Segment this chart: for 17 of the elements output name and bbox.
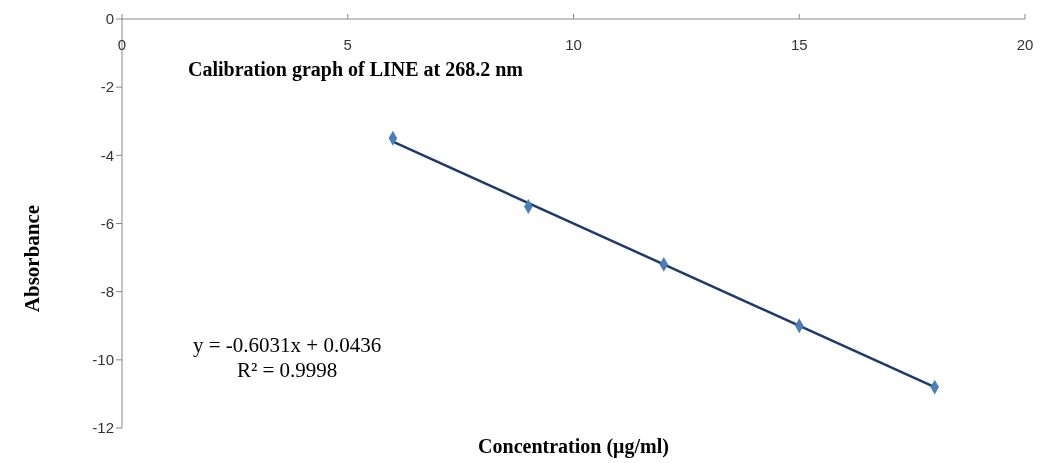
- y-tick-label: -4: [100, 146, 114, 164]
- y-tick-label: -6: [100, 214, 114, 232]
- y-axis-title: Absorbance: [20, 204, 46, 312]
- y-tick-label: -12: [92, 419, 114, 437]
- x-tick-label: 20: [1016, 36, 1034, 53]
- x-tick-label: 10: [565, 36, 582, 53]
- y-tick-label: -2: [100, 78, 114, 96]
- y-tick-label: 0: [105, 10, 114, 28]
- x-tick-label: 5: [343, 36, 352, 53]
- y-tick-label: -10: [92, 351, 114, 369]
- annotation: y = -0.6031x + 0.0436: [193, 333, 382, 358]
- text: Calibration graph of LINE at 268.2 nm: [188, 58, 524, 81]
- annotation: R² = 0.9998: [235, 358, 339, 383]
- x-tick-label: 15: [790, 36, 808, 53]
- x-tick-label: 0: [117, 36, 127, 53]
- x-axis-title: Concentration (μg/ml): [477, 435, 670, 458]
- y-tick-label: -8: [100, 282, 114, 300]
